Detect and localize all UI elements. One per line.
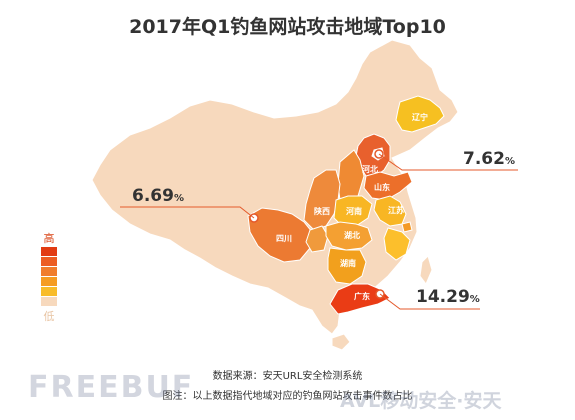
taiwan-island [419,255,433,285]
label-hebei: 河北 [362,164,378,174]
figure-caption-note: 图注：以上数据指代地域对应的钓鱼网站攻击事件数占比 [162,391,413,402]
legend-swatch-2 [41,257,57,266]
guangdong-leader-line [379,293,480,310]
legend-swatch-3 [41,267,57,276]
legend-swatch-1 [41,247,57,256]
beijing-callout: 7.62% [374,149,518,171]
label-jiangsu: 江苏 [388,205,404,215]
province-zhejiang [383,227,411,261]
legend-low-label: 低 [43,310,55,323]
province-shaanxi [303,169,341,231]
beijing-leader-line [378,153,518,171]
province-shanghai [401,221,413,233]
guangdong-callout-value: 14.29% [416,287,480,307]
province-chongqing [305,225,329,253]
label-sichuan: 四川 [276,234,292,243]
province-shandong [363,171,413,201]
label-guangdong: 广东 [354,291,370,301]
freebuf-watermark: FREEBUF [28,370,195,405]
province-hubei [325,221,373,251]
guangdong-callout: 14.29% [375,287,480,310]
legend-swatch-6 [41,297,57,306]
sichuan-callout: 6.69% [120,186,259,223]
province-hunan [327,247,367,285]
province-henan [333,195,373,227]
label-henan: 河南 [346,206,362,216]
label-hubei: 湖北 [344,230,360,240]
sichuan-leader-line [120,206,255,219]
province-liaoning [395,95,445,133]
beijing-callout-value: 7.62% [463,149,515,169]
legend-high-label: 高 [43,232,55,245]
legend-swatch-4 [41,277,57,286]
province-guangdong [329,283,391,315]
label-shaanxi: 陕西 [314,206,330,216]
sichuan-callout-value: 6.69% [132,186,184,206]
label-hunan: 湖南 [340,258,356,268]
label-liaoning: 辽宁 [412,112,428,122]
chart-title: 2017年Q1钓鱼网站攻击地域Top10 [129,16,446,38]
label-shandong: 山东 [374,182,390,192]
antiy-watermark: AVL移动安全·安天 [340,390,502,412]
china-base [91,39,459,335]
legend: 高 低 [34,230,64,324]
legend-swatch-5 [41,287,57,296]
hainan-island [331,333,351,351]
data-source-note: 数据来源：安天URL安全检测系统 [212,371,363,382]
